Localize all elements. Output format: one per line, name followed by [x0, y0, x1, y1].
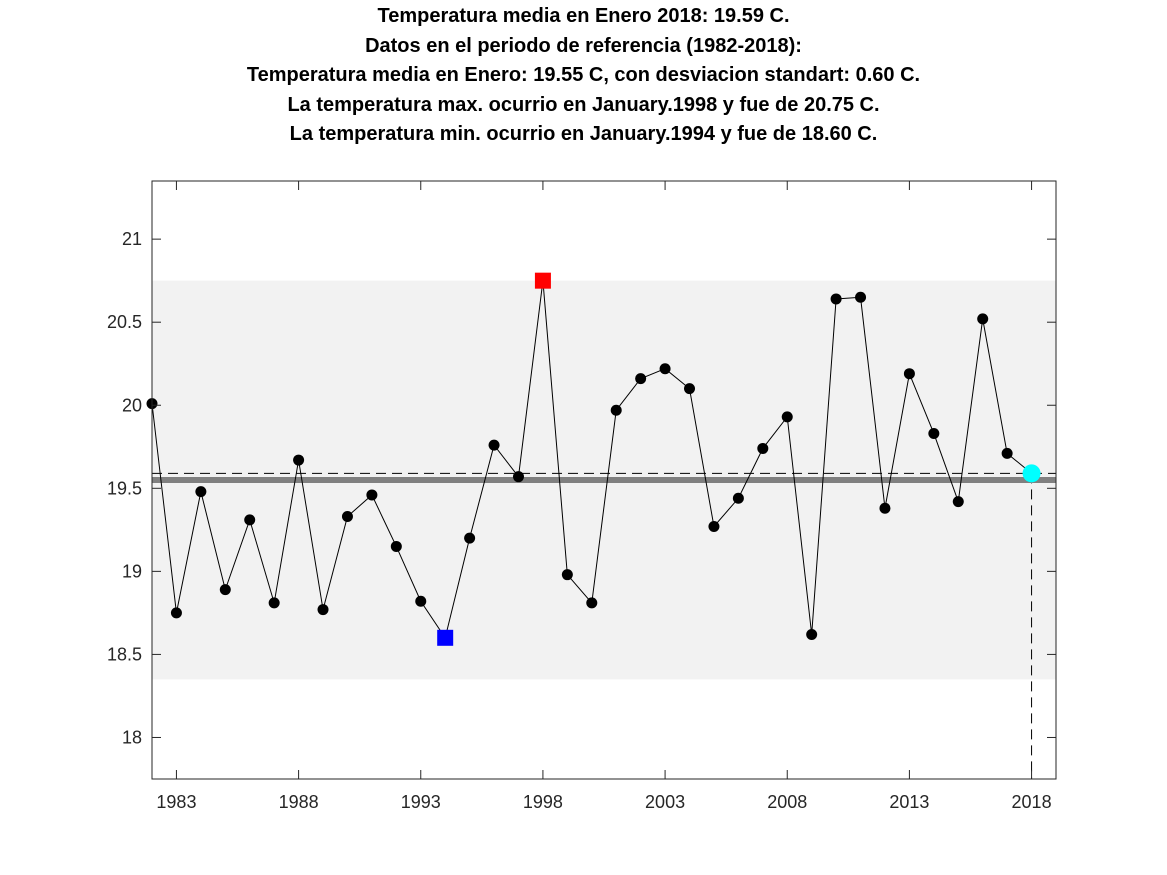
data-point — [977, 313, 989, 325]
data-point — [293, 454, 305, 466]
data-point — [561, 569, 573, 581]
data-point — [879, 502, 891, 514]
data-point — [488, 439, 500, 451]
y-tick-label: 18 — [122, 727, 142, 747]
data-point — [903, 368, 915, 380]
x-tick-label: 1983 — [156, 792, 196, 812]
chart-title: Temperatura media en Enero 2018: 19.59 C… — [0, 2, 1167, 150]
data-point — [464, 532, 476, 544]
current-marker — [1022, 464, 1041, 483]
data-point — [317, 604, 329, 616]
x-tick-label: 1998 — [523, 792, 563, 812]
max-marker — [534, 272, 551, 289]
x-tick-label: 2008 — [767, 792, 807, 812]
data-point — [195, 486, 207, 498]
x-tick-label: 1993 — [401, 792, 441, 812]
x-tick-label: 2018 — [1012, 792, 1052, 812]
data-point — [855, 291, 867, 303]
title-line-5: La temperatura min. ocurrio en January.1… — [289, 123, 878, 145]
data-point — [170, 607, 182, 619]
data-point — [586, 597, 598, 609]
data-point — [806, 628, 818, 640]
data-point — [659, 363, 671, 375]
data-point — [244, 514, 256, 526]
y-tick-label: 20.5 — [107, 312, 142, 332]
data-point — [610, 404, 622, 416]
title-line-3: Temperatura media en Enero: 19.55 C, con… — [246, 64, 921, 86]
data-point — [1001, 447, 1013, 459]
title-line-1: Temperatura media en Enero 2018: 19.59 C… — [377, 5, 790, 27]
title-line-4: La temperatura max. ocurrio en January.1… — [287, 93, 880, 116]
y-tick-label: 19 — [122, 561, 142, 581]
y-tick-label: 21 — [122, 229, 142, 249]
data-point — [757, 442, 769, 454]
data-point — [684, 383, 696, 395]
y-tick-label: 20 — [122, 395, 142, 415]
title-line-2: Datos en el periodo de referencia (1982-… — [365, 34, 802, 57]
y-tick-label: 19.5 — [107, 478, 142, 498]
data-point — [219, 584, 231, 596]
y-tick-label: 18.5 — [107, 644, 142, 664]
data-point — [928, 427, 940, 439]
data-point — [415, 595, 427, 607]
data-point — [635, 373, 647, 385]
data-point — [341, 511, 353, 523]
data-point — [732, 492, 744, 504]
data-point — [708, 521, 720, 533]
data-point — [390, 540, 402, 552]
data-point — [512, 471, 524, 483]
data-point — [830, 293, 842, 305]
x-tick-label: 1988 — [279, 792, 319, 812]
data-point — [952, 496, 964, 508]
data-point — [781, 411, 793, 423]
data-point — [366, 489, 378, 501]
x-tick-label: 2013 — [889, 792, 929, 812]
data-point — [268, 597, 280, 609]
plot-frame — [151, 180, 1057, 780]
x-tick-label: 2003 — [645, 792, 685, 812]
min-marker — [437, 629, 454, 646]
